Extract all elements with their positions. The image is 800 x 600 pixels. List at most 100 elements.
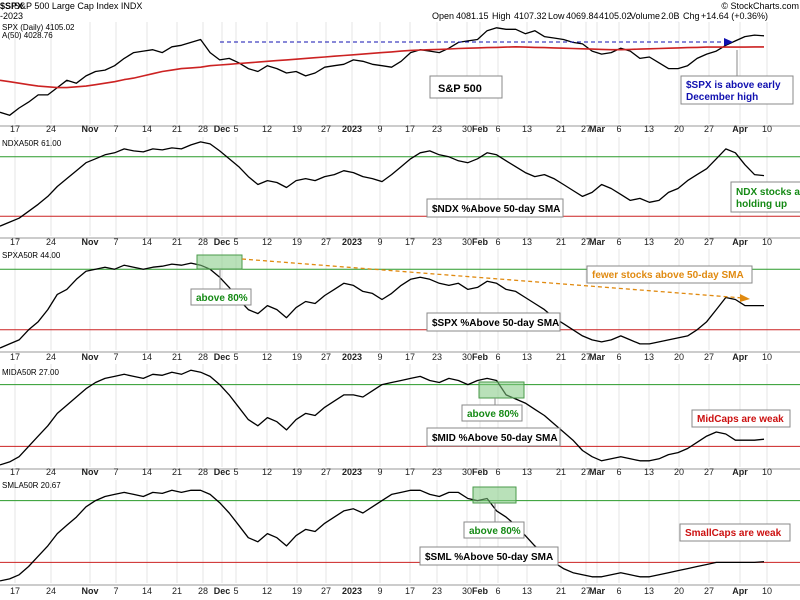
x-tick-label: 27 xyxy=(321,352,331,362)
sml-pct-label-box xyxy=(419,546,559,566)
x-tick-label: 6 xyxy=(495,352,500,362)
x-tick-label: 27 xyxy=(321,467,331,477)
x-tick-label: 10 xyxy=(762,352,772,362)
series-line-sma-50- xyxy=(0,45,764,89)
x-tick-label: 27 xyxy=(581,124,591,134)
x-tick-label: 6 xyxy=(495,237,500,247)
x-tick-label: 19 xyxy=(292,467,302,477)
x-tick-label: 2023 xyxy=(342,124,362,134)
ndx-label-box xyxy=(426,198,564,218)
x-tick-label: 12 xyxy=(262,467,272,477)
x-tick-label: Feb xyxy=(472,467,489,477)
x-tick-label: 5 xyxy=(233,352,238,362)
x-tick-label: 13 xyxy=(644,124,654,134)
header-bar xyxy=(0,0,800,21)
header-date: -2023 xyxy=(0,11,23,21)
x-tick-label: 27 xyxy=(581,467,591,477)
spx-callout-box xyxy=(680,75,794,105)
x-tick-label: Dec xyxy=(214,467,231,477)
grid-layer xyxy=(0,22,800,586)
mid-pct-label: $MID %Above 50-day SMA xyxy=(432,433,558,444)
x-tick-label: 28 xyxy=(198,124,208,134)
x-tick-label: 21 xyxy=(556,586,566,596)
high-value: 4107.32 xyxy=(514,11,547,21)
x-axis-ticks: 17 24 Nov 7 14 21 28 Dec 5 12 19 27 2023 9 17 23 30 Feb 6 1… xyxy=(10,124,772,596)
x-tick-label: 30 xyxy=(462,467,472,477)
x-tick-label: 5 xyxy=(233,237,238,247)
x-tick-label: Mar xyxy=(589,352,606,362)
x-tick-label: 27 xyxy=(321,237,331,247)
x-tick-label: 17 xyxy=(405,237,415,247)
smallcaps-callout: SmallCaps are weak xyxy=(685,528,782,539)
spx-above80-box xyxy=(196,254,243,270)
sml-above80-label: above 80% xyxy=(469,526,521,537)
header-ticker: $SPX xyxy=(0,1,23,11)
header-title: S&P 500 Large Cap Index INDX xyxy=(14,1,142,11)
x-tick-label: 28 xyxy=(198,237,208,247)
x-tick-label: 7 xyxy=(113,467,118,477)
smallcaps-callout-box xyxy=(679,523,791,542)
x-tick-label: 24 xyxy=(46,124,56,134)
open-value: 4081.15 xyxy=(456,11,489,21)
x-tick-label: 14 xyxy=(142,352,152,362)
panel-5-label: SMLA50R 20.67 xyxy=(2,481,61,490)
chg-label: Chg xyxy=(683,11,700,21)
x-tick-label: Dec xyxy=(214,586,231,596)
spx-pct-label: $SPX %Above 50-day SMA xyxy=(432,318,559,329)
x-tick-label: Apr xyxy=(732,124,748,134)
series-line-mida50r xyxy=(0,369,765,466)
x-tick-label: 27 xyxy=(581,237,591,247)
x-tick-label: 7 xyxy=(113,237,118,247)
x-tick-label: 21 xyxy=(172,237,182,247)
fewer-stocks-label: fewer stocks above 50-day SMA xyxy=(592,270,744,281)
open-label: Open xyxy=(432,11,454,21)
x-tick-label: 28 xyxy=(198,586,208,596)
x-tick-label: Dec xyxy=(214,352,231,362)
x-tick-label: 12 xyxy=(262,124,272,134)
ndx-label: $NDX %Above 50-day SMA xyxy=(432,204,560,215)
spx-above80-label-box xyxy=(190,288,252,306)
x-tick-label: 21 xyxy=(172,586,182,596)
x-tick-label: 17 xyxy=(10,467,20,477)
series-line-spxa50r xyxy=(0,262,764,349)
x-tick-label: 13 xyxy=(522,237,532,247)
x-tick-label: 14 xyxy=(142,586,152,596)
x-tick-label: 24 xyxy=(46,467,56,477)
volume-label: Volume xyxy=(630,11,660,21)
x-tick-label: 5 xyxy=(233,467,238,477)
x-tick-label: 19 xyxy=(292,586,302,596)
ndx-callout-line2: holding up xyxy=(736,199,787,210)
midcaps-callout: MidCaps are weak xyxy=(697,414,784,425)
x-tick-label: 17 xyxy=(10,237,20,247)
x-tick-label: 9 xyxy=(377,237,382,247)
x-tick-label: 27 xyxy=(581,586,591,596)
close-value: 4105.02 xyxy=(599,11,632,21)
ndx-callout-box xyxy=(730,181,800,213)
x-tick-label: 23 xyxy=(432,352,442,362)
x-tick-label: 6 xyxy=(495,586,500,596)
panel-3-label: SPXA50R 44.00 xyxy=(2,251,61,260)
x-tick-label: 20 xyxy=(674,586,684,596)
x-tick-label: 30 xyxy=(462,124,472,134)
mid-pct-label-box xyxy=(426,427,561,447)
x-tick-label: 13 xyxy=(522,586,532,596)
x-tick-label: Dec xyxy=(214,237,231,247)
panel-1-label: SPX (Daily) 4105.02 xyxy=(2,23,75,32)
x-tick-label: 27 xyxy=(321,124,331,134)
spx-pct-label-box xyxy=(426,312,561,332)
x-tick-label: Nov xyxy=(81,124,98,134)
x-tick-label: 27 xyxy=(704,467,714,477)
x-tick-label: 13 xyxy=(644,237,654,247)
x-tick-label: 6 xyxy=(616,352,621,362)
x-tick-label: 10 xyxy=(762,586,772,596)
fewer-stocks-box xyxy=(586,265,753,284)
x-tick-label: 23 xyxy=(432,237,442,247)
x-tick-label: 23 xyxy=(432,124,442,134)
x-tick-label: 30 xyxy=(462,586,472,596)
x-tick-label: 13 xyxy=(522,467,532,477)
x-tick-label: 6 xyxy=(616,237,621,247)
x-tick-label: Mar xyxy=(589,124,606,134)
x-tick-label: 20 xyxy=(674,124,684,134)
x-tick-label: 27 xyxy=(581,352,591,362)
x-tick-label: 21 xyxy=(172,124,182,134)
